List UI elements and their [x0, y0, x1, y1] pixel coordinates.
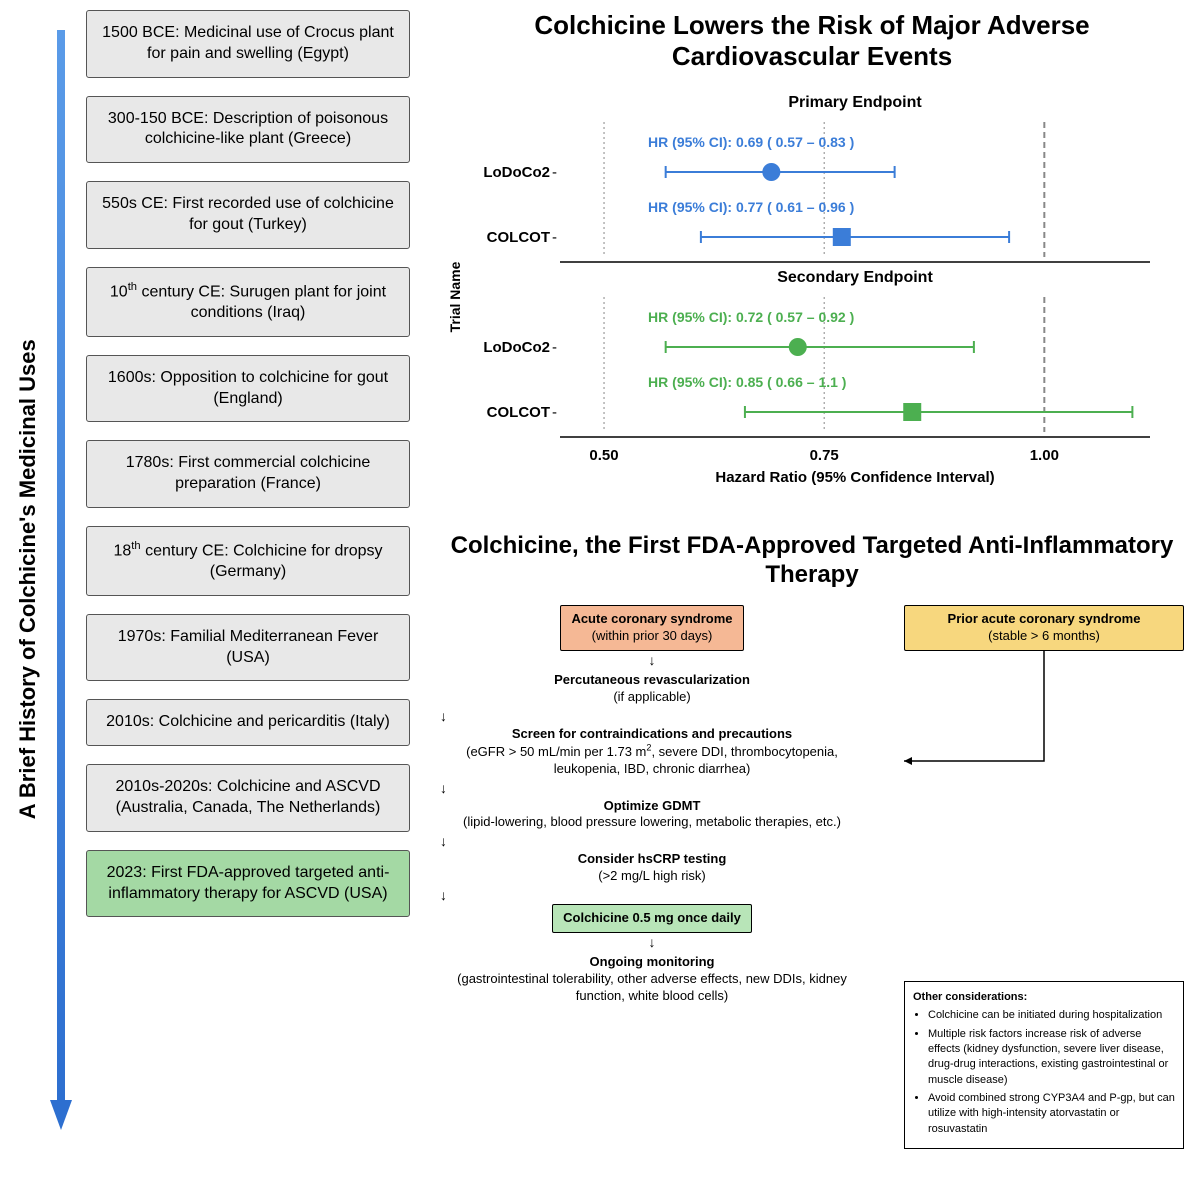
timeline-box: 2023: First FDA-approved targeted anti-i…: [86, 850, 410, 918]
flow-arrow-icon: ↓: [440, 709, 864, 723]
svg-text:-: -: [552, 229, 557, 246]
forest-plot-svg: Trial Name Primary Endpoint HR (95% CI): 0…: [440, 87, 1170, 507]
svg-text:1.00: 1.00: [1030, 447, 1059, 464]
forest-plot: Trial Name Primary Endpoint HR (95% CI): 0…: [440, 87, 1184, 507]
svg-text:-: -: [552, 164, 557, 181]
acute-coronary-box: Acute coronary syndrome (within prior 30…: [560, 605, 743, 651]
svg-text:-: -: [552, 339, 557, 356]
monitoring-step: Ongoing monitoring (gastrointestinal tol…: [440, 954, 864, 1005]
considerations-box: Other considerations: Colchicine can be …: [904, 981, 1184, 1150]
svg-text:0.50: 0.50: [589, 447, 618, 464]
flow-step: Screen for contraindications and precaut…: [440, 726, 864, 778]
timeline-arrow: [46, 10, 76, 1149]
considerations-list: Colchicine can be initiated during hospi…: [913, 1008, 1175, 1137]
acute-heading: Acute coronary syndrome: [571, 611, 732, 626]
infographic-container: A Brief History of Colchicine's Medicina…: [0, 0, 1194, 1159]
svg-text:HR (95% CI): 0.69 ( 0.57 – 0.: HR (95% CI): 0.69 ( 0.57 – 0.83 ): [648, 134, 854, 150]
timeline-box: 550s CE: First recorded use of colchicin…: [86, 181, 410, 249]
timeline-box: 1780s: First commercial colchicine prepa…: [86, 440, 410, 508]
considerations-title: Other considerations:: [913, 990, 1175, 1005]
timeline-box: 2010s: Colchicine and pericarditis (Ital…: [86, 699, 410, 746]
flow-step: Consider hsCRP testing(>2 mg/L high risk…: [440, 851, 864, 885]
flow-step: Optimize GDMT(lipid-lowering, blood pres…: [440, 798, 864, 832]
flow-arrow-icon: ↓: [440, 834, 864, 848]
flow-arrow-icon: ↓: [440, 888, 864, 902]
svg-text:Trial Name: Trial Name: [447, 262, 463, 333]
timeline-wrap: 1500 BCE: Medicinal use of Crocus plant …: [46, 10, 410, 1149]
svg-text:COLCOT: COLCOT: [487, 404, 550, 421]
svg-text:HR (95% CI): 0.77 ( 0.61 – 0.: HR (95% CI): 0.77 ( 0.61 – 0.96 ): [648, 199, 854, 215]
timeline-box: 1600s: Opposition to colchicine for gout…: [86, 355, 410, 423]
timeline-title: A Brief History of Colchicine's Medicina…: [10, 10, 46, 1149]
prior-sub: (stable > 6 months): [988, 628, 1100, 643]
flowchart: Acute coronary syndrome (within prior 30…: [440, 605, 1184, 1149]
svg-text:LoDoCo2: LoDoCo2: [483, 164, 550, 181]
flow-arrow-icon: ↓: [440, 781, 864, 795]
timeline-box: 1970s: Familial Mediterranean Fever (USA…: [86, 614, 410, 682]
svg-text:Secondary Endpoint: Secondary Endpoint: [777, 269, 933, 286]
svg-text:HR (95% CI): 0.85 ( 0.66 – 1.: HR (95% CI): 0.85 ( 0.66 – 1.1 ): [648, 374, 846, 390]
svg-text:Primary Endpoint: Primary Endpoint: [788, 94, 922, 111]
consideration-item: Avoid combined strong CYP3A4 and P-gp, b…: [928, 1091, 1175, 1137]
timeline-box: 300-150 BCE: Description of poisonous co…: [86, 96, 410, 164]
timeline-column: A Brief History of Colchicine's Medicina…: [10, 10, 410, 1149]
timeline-box: 1500 BCE: Medicinal use of Crocus plant …: [86, 10, 410, 78]
timeline-box: 2010s-2020s: Colchicine and ASCVD (Austr…: [86, 764, 410, 832]
flowchart-right: Prior acute coronary syndrome (stable > …: [904, 605, 1184, 1149]
right-column: Colchicine Lowers the Risk of Major Adve…: [410, 10, 1184, 1149]
acute-sub: (within prior 30 days): [592, 628, 713, 643]
timeline-box: 10th century CE: Surugen plant for joint…: [86, 267, 410, 337]
consideration-item: Colchicine can be initiated during hospi…: [928, 1008, 1175, 1023]
svg-text:Hazard Ratio (95% Confidence I: Hazard Ratio (95% Confidence Interval): [715, 469, 994, 486]
prior-heading: Prior acute coronary syndrome: [948, 611, 1141, 626]
flowchart-main-path: Acute coronary syndrome (within prior 30…: [440, 605, 864, 1149]
svg-text:-: -: [552, 404, 557, 421]
svg-text:LoDoCo2: LoDoCo2: [483, 339, 550, 356]
flow-arrow-icon: ↓: [649, 935, 656, 949]
timeline-box: 18th century CE: Colchicine for dropsy (…: [86, 526, 410, 596]
prior-acs-box: Prior acute coronary syndrome (stable > …: [904, 605, 1184, 651]
forest-plot-title: Colchicine Lowers the Risk of Major Adve…: [440, 10, 1184, 72]
flow-step: Percutaneous revascularization(if applic…: [440, 672, 864, 706]
connector-line: [904, 651, 1184, 801]
dose-box: Colchicine 0.5 mg once daily: [552, 904, 752, 933]
timeline-boxes: 1500 BCE: Medicinal use of Crocus plant …: [76, 10, 410, 1149]
svg-text:HR (95% CI): 0.72 ( 0.57 – 0.: HR (95% CI): 0.72 ( 0.57 – 0.92 ): [648, 309, 854, 325]
flow-arrow-icon: ↓: [649, 653, 656, 667]
svg-text:0.75: 0.75: [810, 447, 839, 464]
consideration-item: Multiple risk factors increase risk of a…: [928, 1027, 1175, 1089]
flowchart-title: Colchicine, the First FDA-Approved Targe…: [440, 532, 1184, 590]
svg-text:COLCOT: COLCOT: [487, 229, 550, 246]
